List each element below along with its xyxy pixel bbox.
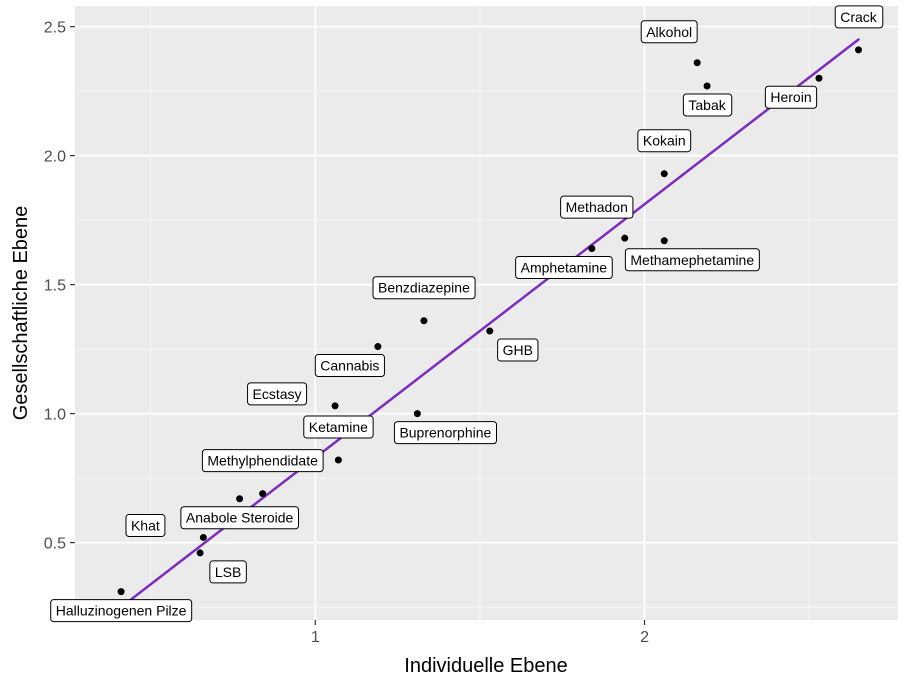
data-point (703, 82, 711, 90)
point-label-box (393, 421, 497, 445)
data-point (693, 59, 701, 67)
point-labels-layer: Halluzinogenen Pilze LSB Khat Anabole Stero… (50, 5, 884, 623)
point-label: Methamephetamine (624, 248, 760, 272)
point-label-text: Cannabis (320, 358, 379, 374)
point-label-box (50, 599, 193, 623)
point-label: Heroin (764, 85, 818, 109)
point-label: Methadon (560, 195, 634, 219)
y-axis-title: Gesellschaftliche Ebene (10, 206, 32, 421)
data-point (196, 549, 204, 557)
data-point (413, 410, 421, 418)
point-label: Alkohol (640, 20, 698, 44)
data-point (660, 237, 668, 245)
data-point (815, 74, 823, 82)
point-label-text: Halluzinogenen Pilze (56, 603, 187, 619)
point-label-box (372, 276, 476, 300)
point-label-box (180, 506, 300, 530)
point-label: GHB (497, 338, 539, 362)
point-label-box (624, 248, 760, 272)
point-label-text: Ketamine (309, 419, 368, 435)
point-label-box (247, 382, 308, 406)
data-points-layer (117, 46, 862, 596)
data-point (486, 327, 494, 335)
point-label-text: Alkohol (646, 24, 692, 40)
point-label-text: GHB (503, 342, 533, 358)
y-tick-label: 1.5 (44, 278, 66, 295)
point-label: Crack (834, 5, 884, 29)
point-label: Anabole Steroide (180, 506, 300, 530)
data-point (854, 46, 862, 54)
data-point (660, 170, 668, 178)
data-point (331, 402, 339, 410)
point-label: Halluzinogenen Pilze (50, 599, 193, 623)
point-label: Tabak (682, 93, 733, 117)
y-tick-label: 0.5 (44, 536, 66, 553)
point-label: Amphetamine (515, 256, 613, 280)
x-tick-label: 1 (311, 629, 320, 646)
point-label-box (497, 338, 539, 362)
point-label-text: Methamephetamine (630, 252, 754, 268)
point-label: Ecstasy (247, 382, 308, 406)
point-label-text: Ecstasy (253, 386, 302, 402)
point-label-text: LSB (215, 564, 241, 580)
point-label-box (560, 195, 634, 219)
point-label-box (125, 513, 166, 537)
point-label-box (201, 449, 324, 473)
point-label-text: Methylphendidate (207, 453, 318, 469)
point-label-box (640, 20, 698, 44)
point-label-text: Heroin (770, 89, 811, 105)
point-label-box (834, 5, 884, 29)
point-label: LSB (209, 560, 247, 584)
point-label-box (303, 415, 374, 439)
data-point (236, 495, 244, 503)
x-axis-title: Individuelle Ebene (404, 655, 567, 677)
point-label: Ketamine (303, 415, 374, 439)
point-label: Kokain (637, 129, 692, 153)
data-point (334, 456, 342, 464)
point-label: Buprenorphine (393, 421, 497, 445)
data-point (259, 490, 267, 498)
y-tick-label: 2.5 (44, 20, 66, 37)
point-label-text: Anabole Steroide (186, 510, 294, 526)
point-label-text: Buprenorphine (399, 425, 491, 441)
data-point (420, 317, 428, 325)
point-label-text: Kokain (643, 133, 686, 149)
data-point (374, 343, 382, 351)
data-point (199, 533, 207, 541)
data-point (588, 245, 596, 253)
point-label-text: Khat (131, 517, 160, 533)
point-label-text: Benzdiazepine (378, 280, 470, 296)
point-label: Methylphendidate (201, 449, 324, 473)
point-label-text: Crack (840, 9, 878, 25)
data-point (117, 588, 125, 596)
y-tick-label: 1.0 (44, 407, 66, 424)
point-label-box (314, 354, 385, 378)
point-label: Cannabis (314, 354, 385, 378)
point-label-box (209, 560, 247, 584)
point-label: Khat (125, 513, 166, 537)
x-tick-label: 2 (640, 629, 649, 646)
y-tick-label: 2.0 (44, 149, 66, 166)
point-label-box (637, 129, 692, 153)
point-label-text: Methadon (566, 199, 628, 215)
tick-labels-layer: 1 2 0.5 1.0 1.5 2.0 2.5 (44, 20, 649, 646)
point-label-box (515, 256, 613, 280)
point-label: Benzdiazepine (372, 276, 476, 300)
point-label-text: Tabak (688, 97, 726, 113)
data-point (621, 234, 629, 242)
point-label-text: Amphetamine (521, 260, 608, 276)
point-label-box (764, 85, 818, 109)
point-label-box (682, 93, 733, 117)
